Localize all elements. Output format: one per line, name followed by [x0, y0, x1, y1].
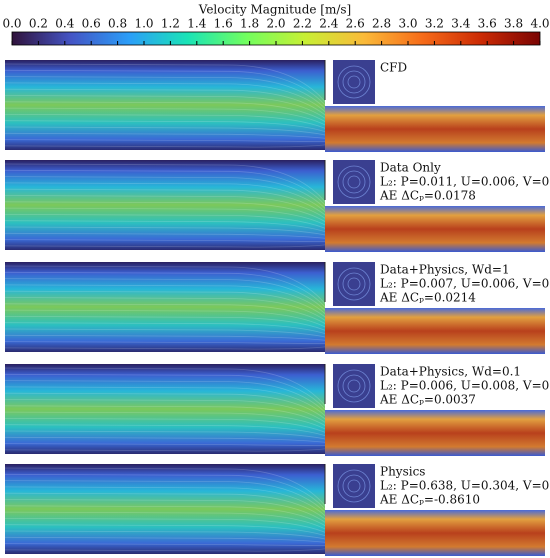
- panel-metric: L₂: P=0.011, U=0.006, V=0.035: [380, 175, 550, 189]
- vortex: [342, 272, 366, 296]
- panel-title: Data Only: [380, 161, 441, 175]
- outlet-channel: [325, 410, 545, 456]
- inlet-channel: [5, 364, 325, 454]
- panel-metric: AE ΔCₚ=0.0214: [379, 291, 476, 305]
- text-bg: [376, 60, 548, 105]
- text-bg: [376, 160, 548, 205]
- vortex: [337, 165, 371, 199]
- vortex: [347, 479, 361, 493]
- inlet-channel: [5, 160, 325, 250]
- tick-label: 2.8: [372, 17, 391, 31]
- tick-label: 0.4: [55, 17, 74, 31]
- colorbar-title: Velocity Magnitude [m/s]: [198, 3, 351, 17]
- panel-metric: L₂: P=0.638, U=0.304, V=0.910: [380, 479, 550, 493]
- step: [325, 60, 333, 106]
- tick-label: 3.8: [504, 17, 523, 31]
- step: [325, 160, 333, 206]
- panel-title: Data+Physics, Wd=0.1: [380, 365, 521, 379]
- vortex: [347, 277, 361, 291]
- vortex: [342, 474, 366, 498]
- vortex: [337, 65, 371, 99]
- text-bg: [376, 262, 548, 307]
- inlet-channel: [5, 262, 325, 352]
- tick-label: 0.8: [108, 17, 127, 31]
- tick-label: 2.6: [346, 17, 365, 31]
- panel-metric: AE ΔCₚ=0.0037: [379, 393, 476, 407]
- vortex: [347, 379, 361, 393]
- step: [325, 464, 333, 510]
- tick-label: 1.0: [134, 17, 153, 31]
- panel-metric: AE ΔCₚ=-0.8610: [379, 493, 480, 507]
- tick-label: 0.0: [2, 17, 21, 31]
- inlet-channel: [5, 60, 325, 150]
- vortex: [337, 469, 371, 503]
- panel-metric: AE ΔCₚ=0.0178: [379, 189, 476, 203]
- vortex: [347, 175, 361, 189]
- panel-title: CFD: [380, 61, 407, 75]
- cavity: [333, 464, 375, 508]
- inlet-channel: [5, 464, 325, 554]
- tick-label: 2.0: [266, 17, 285, 31]
- tick-label: 1.8: [240, 17, 259, 31]
- cavity: [333, 60, 375, 104]
- step: [325, 262, 333, 308]
- vortex: [342, 70, 366, 94]
- vortex: [342, 374, 366, 398]
- outlet-channel: [325, 206, 545, 252]
- outlet-channel: [325, 510, 545, 556]
- tick-label: 3.4: [451, 17, 470, 31]
- outlet-channel: [325, 106, 545, 152]
- step: [325, 364, 333, 410]
- tick-label: 4.0: [530, 17, 549, 31]
- tick-label: 3.0: [398, 17, 417, 31]
- panel-title: Data+Physics, Wd=1: [380, 263, 510, 277]
- tick-label: 1.2: [161, 17, 180, 31]
- panel-metric: L₂: P=0.007, U=0.006, V=0.037: [380, 277, 550, 291]
- tick-label: 0.6: [82, 17, 101, 31]
- panel-metric: L₂: P=0.006, U=0.008, V=0.057: [380, 379, 550, 393]
- vortex: [337, 369, 371, 403]
- flow-panel: Data+Physics, Wd=0.1L₂: P=0.006, U=0.008…: [4, 364, 550, 456]
- tick-label: 1.6: [214, 17, 233, 31]
- tick-label: 2.2: [293, 17, 312, 31]
- flow-panel: CFD: [4, 60, 548, 152]
- panel-title: Physics: [380, 465, 425, 479]
- tick-label: 0.2: [29, 17, 48, 31]
- text-bg: [376, 464, 548, 509]
- outlet-channel: [325, 308, 545, 354]
- flow-panel: Data+Physics, Wd=1L₂: P=0.007, U=0.006, …: [4, 262, 550, 354]
- tick-label: 3.2: [425, 17, 444, 31]
- vortex: [347, 75, 361, 89]
- tick-label: 2.4: [319, 17, 338, 31]
- cavity: [333, 160, 375, 204]
- text-bg: [376, 364, 548, 409]
- cavity: [333, 262, 375, 306]
- vortex: [342, 170, 366, 194]
- tick-label: 3.6: [478, 17, 497, 31]
- vortex: [337, 267, 371, 301]
- tick-label: 1.4: [187, 17, 206, 31]
- cavity: [333, 364, 375, 408]
